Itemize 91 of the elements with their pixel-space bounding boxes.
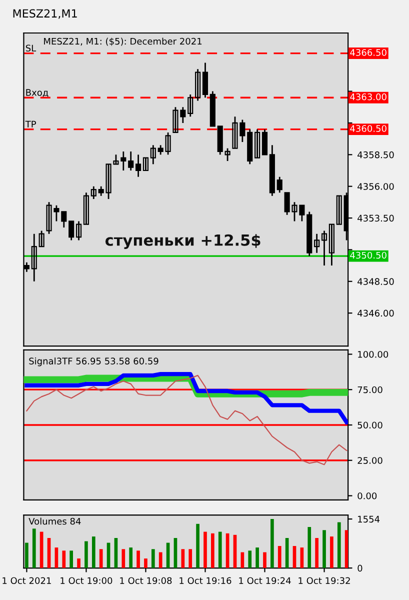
y-tick-label: 4346.00 <box>358 310 394 317</box>
x-tick-label: 1 Oct 19:08 <box>120 577 172 584</box>
bar <box>270 519 274 568</box>
bar <box>84 541 88 568</box>
y-tick-label: 75.00 <box>358 386 382 394</box>
bar <box>330 536 334 568</box>
bar <box>99 549 103 568</box>
candlestick <box>202 62 208 98</box>
bar <box>315 538 318 568</box>
annotation: ступеньки +12.5$ <box>105 234 260 249</box>
y-tick-label: 4348.50 <box>358 278 394 285</box>
y-tick-label: 25.00 <box>358 457 382 464</box>
chart-title: MESZ21, M1: ($5): December 2021 <box>44 38 202 46</box>
y-tick-label: 50.00 <box>358 422 382 429</box>
candlestick <box>61 210 67 228</box>
candlestick <box>38 230 44 248</box>
candlestick <box>31 233 37 282</box>
candlestick <box>128 150 134 172</box>
bar <box>285 538 289 568</box>
candlestick <box>314 233 320 254</box>
bar <box>77 558 80 568</box>
bar <box>47 538 51 568</box>
bar <box>136 550 140 568</box>
y-tick-label: 100.00 <box>358 350 388 358</box>
bar <box>151 549 155 568</box>
bar <box>204 532 207 568</box>
text: 4350.50 <box>350 252 386 259</box>
candlestick <box>90 186 96 200</box>
y-tick-label: 4353.50 <box>358 214 394 222</box>
ref-line-label: Вход <box>26 89 48 97</box>
candlestick <box>224 148 230 162</box>
bar <box>218 532 222 568</box>
x-tick-label: 1 Oct 19:24 <box>239 577 291 584</box>
candlestick <box>336 195 342 226</box>
candlestick <box>321 230 328 266</box>
bar <box>337 522 341 568</box>
bar <box>248 550 252 568</box>
bar <box>25 542 28 568</box>
text: 4366.50 <box>350 49 386 56</box>
text: 4363.00 <box>350 93 386 100</box>
ref-line-label: SL <box>26 44 36 52</box>
bar <box>308 527 312 568</box>
candlestick <box>83 192 89 226</box>
bar <box>114 538 118 568</box>
bar <box>263 552 266 568</box>
candlestick <box>262 128 268 156</box>
candlestick <box>135 154 142 178</box>
bar <box>181 549 185 568</box>
y-tick-label: 1554 <box>358 516 380 523</box>
x-tick-label: 1 Oct 19:32 <box>298 577 350 584</box>
candlestick <box>328 224 334 266</box>
y-tick-label: 0 <box>358 564 362 572</box>
x-tick-label: 1 Oct 2021 <box>2 577 51 584</box>
bar <box>54 548 58 568</box>
bar <box>62 550 66 568</box>
x-tick-label: 1 Oct 19:16 <box>180 577 232 584</box>
bar <box>32 528 36 568</box>
bar <box>322 530 326 568</box>
bar <box>158 552 162 568</box>
bar <box>92 536 96 568</box>
text: 4360.50 <box>350 125 386 132</box>
bar <box>188 549 192 568</box>
candlestick <box>254 128 260 159</box>
x-tick-label: 1 Oct 19:00 <box>60 577 112 584</box>
y-tick-label: 0.00 <box>358 492 377 500</box>
ref-line-label: TP <box>25 120 36 128</box>
bar <box>196 524 200 568</box>
bar <box>300 548 304 568</box>
candlestick <box>142 157 149 172</box>
candlestick <box>195 68 201 102</box>
bar <box>174 538 178 568</box>
candlestick <box>276 176 282 194</box>
y-tick-label: 4358.50 <box>358 151 394 158</box>
bar <box>144 558 148 568</box>
bar <box>278 546 282 568</box>
bar <box>70 550 74 568</box>
annotation: Volumes 84 <box>28 518 81 525</box>
y-tick-label: 4356.00 <box>358 183 394 190</box>
candlestick <box>76 220 82 241</box>
line-series <box>26 374 348 466</box>
candlestick <box>150 144 156 165</box>
bar <box>129 548 133 568</box>
annotation: Signal3TF 56.95 53.58 60.59 <box>29 357 158 366</box>
candlestick <box>68 220 74 241</box>
bar <box>256 548 259 568</box>
bar <box>210 533 214 568</box>
line-series <box>24 372 348 424</box>
bar <box>344 530 348 568</box>
bar <box>122 549 126 568</box>
candlestick <box>188 94 194 118</box>
text: MESZ21,M1 <box>13 9 77 19</box>
